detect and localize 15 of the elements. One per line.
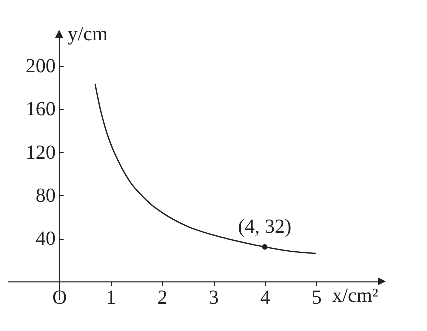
y-tick-label: 80 — [36, 184, 56, 207]
x-axis-title: x/cm² — [332, 285, 378, 308]
y-axis-title: y/cm — [68, 24, 108, 46]
x-tick-label: O — [52, 287, 68, 310]
y-tick-label: 200 — [26, 56, 56, 78]
x-tick-label: 2 — [158, 287, 168, 310]
line-series — [94, 84, 317, 254]
annotation: (4, 32) — [238, 216, 292, 238]
x-tick-label: 5 — [312, 287, 322, 310]
y-tick-label: 120 — [26, 142, 56, 164]
y-tick-label: 160 — [26, 98, 56, 121]
x-tick-label: 4 — [260, 287, 270, 310]
x-tick-label: 1 — [106, 287, 116, 310]
x-tick-label: 3 — [209, 287, 220, 310]
y-tick-label: 40 — [36, 228, 56, 250]
